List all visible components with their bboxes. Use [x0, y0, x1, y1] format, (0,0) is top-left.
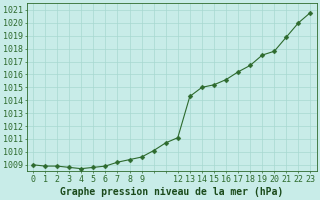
X-axis label: Graphe pression niveau de la mer (hPa): Graphe pression niveau de la mer (hPa) [60, 186, 284, 197]
